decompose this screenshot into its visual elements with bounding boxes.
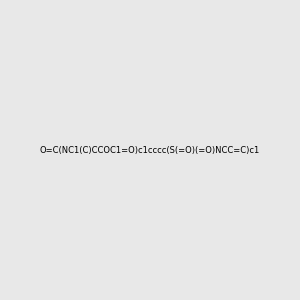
Text: O=C(NC1(C)CCOC1=O)c1cccc(S(=O)(=O)NCC=C)c1: O=C(NC1(C)CCOC1=O)c1cccc(S(=O)(=O)NCC=C)… [40, 146, 260, 154]
